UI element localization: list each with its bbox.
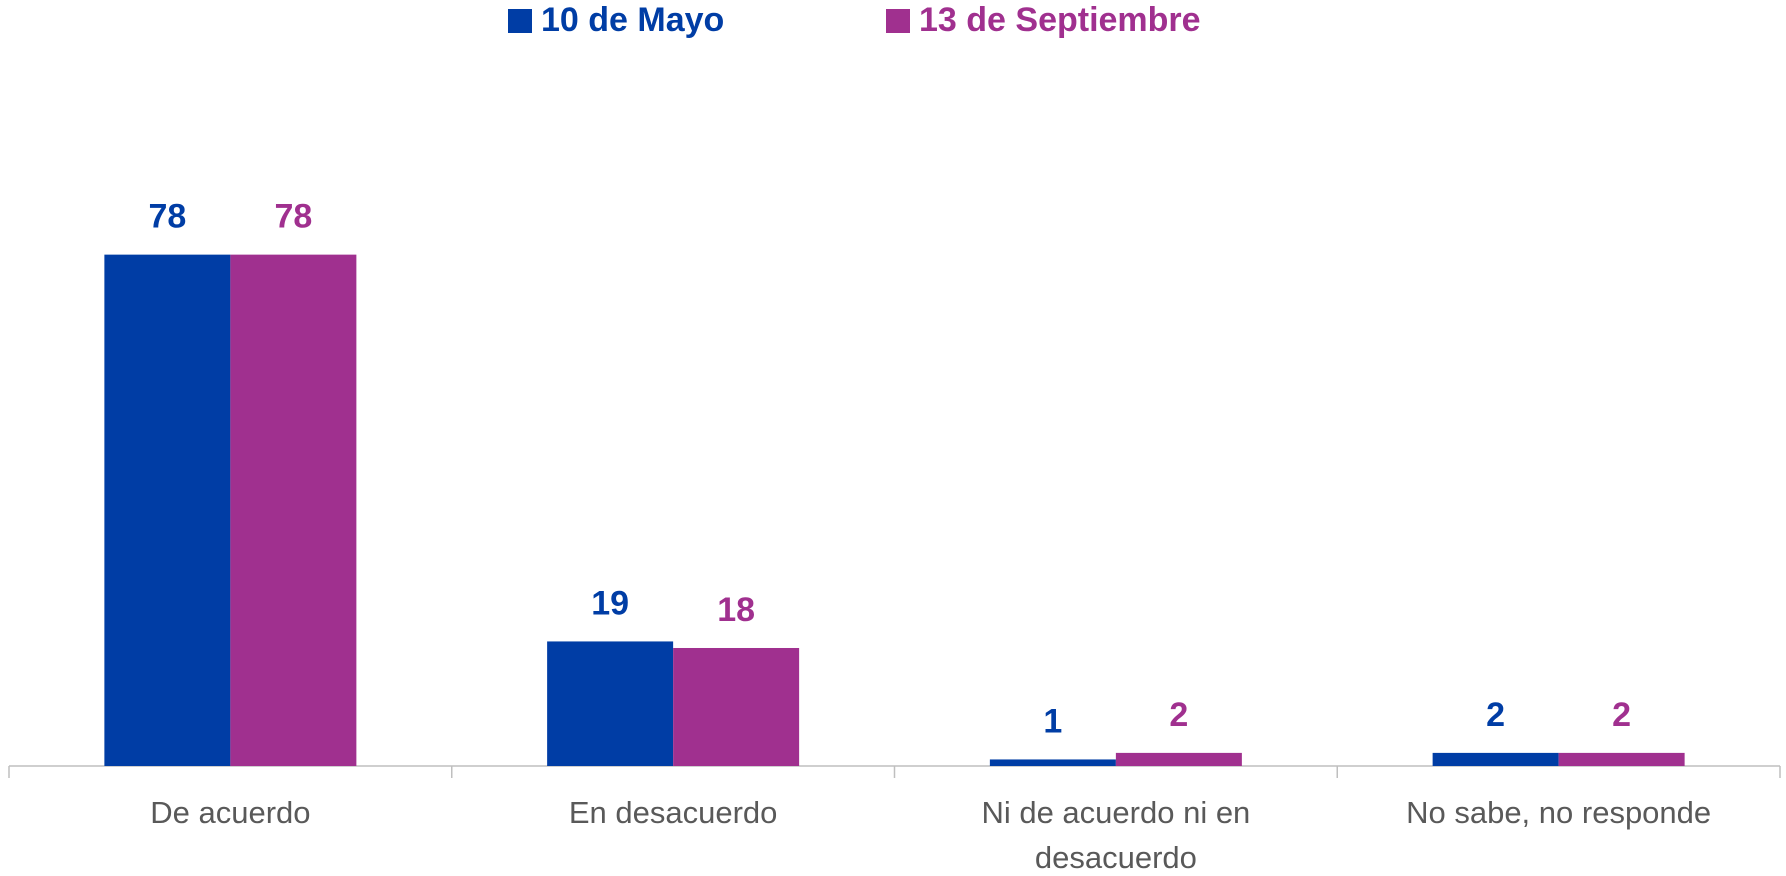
bar — [673, 647, 800, 766]
data-label: 78 — [148, 198, 186, 236]
bar — [989, 759, 1116, 766]
bar — [547, 641, 674, 766]
x-tick-label-line: Ni de acuerdo ni en — [981, 795, 1250, 830]
legend-label: 10 de Mayo — [541, 1, 724, 39]
bar — [1558, 752, 1685, 766]
x-tick-label: Ni de acuerdo ni en desacuerdo — [981, 795, 1250, 875]
data-label: 18 — [717, 591, 755, 629]
data-label: 2 — [1486, 696, 1505, 734]
data-label: 1 — [1043, 702, 1062, 740]
bar — [1432, 752, 1559, 766]
legend-label: 13 de Septiembre — [919, 1, 1201, 39]
x-tick-label-line: desacuerdo — [1035, 840, 1197, 875]
data-label: 78 — [274, 198, 312, 236]
legend-swatch — [508, 9, 532, 33]
data-label: 2 — [1169, 696, 1188, 734]
x-tick-label: En desacuerdo — [569, 795, 778, 830]
x-tick-label: No sabe, no responde — [1406, 795, 1711, 830]
x-tick-label: De acuerdo — [150, 795, 310, 830]
bar — [104, 254, 231, 766]
legend-item: 10 de Mayo — [508, 1, 724, 39]
bar — [1115, 752, 1242, 766]
data-label: 2 — [1612, 696, 1631, 734]
legend-swatch — [886, 9, 910, 33]
data-label: 19 — [591, 584, 629, 622]
legend-item: 13 de Septiembre — [886, 1, 1201, 39]
bar — [230, 254, 357, 766]
